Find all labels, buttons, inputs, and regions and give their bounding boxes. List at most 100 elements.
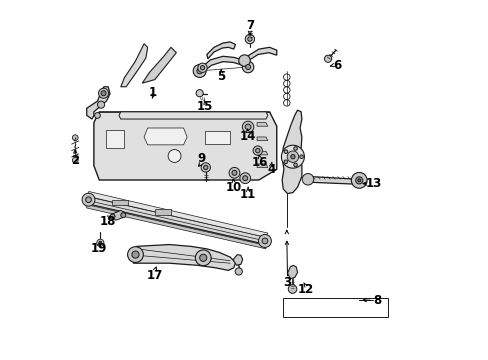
Circle shape <box>258 234 271 247</box>
Circle shape <box>357 179 360 182</box>
Text: 9: 9 <box>197 152 205 165</box>
Polygon shape <box>199 56 247 73</box>
Polygon shape <box>112 200 128 205</box>
Text: 1: 1 <box>149 86 157 99</box>
Circle shape <box>196 90 203 97</box>
Text: 17: 17 <box>146 269 163 282</box>
Circle shape <box>302 174 313 185</box>
Circle shape <box>242 121 253 133</box>
Text: 3: 3 <box>283 276 291 289</box>
Circle shape <box>238 55 250 66</box>
Text: 11: 11 <box>240 188 256 201</box>
Polygon shape <box>111 211 125 220</box>
Text: 10: 10 <box>225 181 242 194</box>
Text: 18: 18 <box>99 215 116 228</box>
Circle shape <box>290 154 294 159</box>
Circle shape <box>201 163 210 172</box>
Text: 15: 15 <box>197 100 213 113</box>
Circle shape <box>247 37 251 41</box>
Circle shape <box>355 177 362 184</box>
Circle shape <box>198 63 207 72</box>
Text: 5: 5 <box>217 69 225 82</box>
Text: 14: 14 <box>240 130 256 144</box>
Polygon shape <box>282 110 301 194</box>
Polygon shape <box>257 137 267 140</box>
Circle shape <box>193 64 206 77</box>
Polygon shape <box>133 244 235 270</box>
Circle shape <box>121 213 125 218</box>
Circle shape <box>99 88 108 98</box>
Circle shape <box>196 68 202 74</box>
Text: 4: 4 <box>267 163 275 176</box>
Circle shape <box>132 251 139 258</box>
Circle shape <box>281 145 304 168</box>
Polygon shape <box>119 112 267 119</box>
Circle shape <box>284 150 287 153</box>
Circle shape <box>242 176 247 181</box>
Circle shape <box>235 268 242 275</box>
Text: 19: 19 <box>91 242 107 255</box>
Polygon shape <box>233 255 242 265</box>
Circle shape <box>228 167 239 178</box>
Circle shape <box>262 238 267 244</box>
Circle shape <box>324 55 331 62</box>
Circle shape <box>97 101 104 108</box>
Circle shape <box>94 113 100 118</box>
Circle shape <box>99 241 102 244</box>
Text: 13: 13 <box>365 177 381 190</box>
Circle shape <box>127 247 143 262</box>
Circle shape <box>253 146 262 155</box>
Polygon shape <box>121 44 147 87</box>
Circle shape <box>287 285 296 293</box>
Circle shape <box>72 157 78 163</box>
Text: 7: 7 <box>245 19 253 32</box>
Polygon shape <box>142 47 176 83</box>
Circle shape <box>199 254 206 261</box>
Circle shape <box>293 147 297 150</box>
Circle shape <box>203 165 207 170</box>
Circle shape <box>200 66 204 70</box>
Circle shape <box>286 151 298 162</box>
Polygon shape <box>94 112 276 180</box>
Circle shape <box>293 163 297 167</box>
Polygon shape <box>306 176 359 184</box>
Circle shape <box>245 35 254 43</box>
Circle shape <box>110 214 115 219</box>
Circle shape <box>97 239 104 246</box>
Circle shape <box>255 148 260 153</box>
Circle shape <box>101 91 106 96</box>
Text: 12: 12 <box>297 283 313 296</box>
Polygon shape <box>85 196 267 244</box>
Polygon shape <box>244 47 276 63</box>
Circle shape <box>82 193 95 206</box>
Polygon shape <box>206 42 235 59</box>
Circle shape <box>242 61 253 73</box>
Polygon shape <box>86 87 110 119</box>
Polygon shape <box>257 164 267 167</box>
Circle shape <box>72 135 78 140</box>
Polygon shape <box>85 203 265 249</box>
Text: 8: 8 <box>372 294 381 307</box>
Circle shape <box>168 149 181 162</box>
Text: 2: 2 <box>71 154 79 167</box>
Circle shape <box>239 173 250 184</box>
Polygon shape <box>287 265 297 279</box>
Circle shape <box>284 160 287 163</box>
Circle shape <box>244 35 254 44</box>
Circle shape <box>231 170 237 175</box>
Text: 16: 16 <box>251 156 267 169</box>
Polygon shape <box>257 151 267 155</box>
Circle shape <box>299 155 303 158</box>
Text: 6: 6 <box>333 59 341 72</box>
Circle shape <box>245 64 250 69</box>
Polygon shape <box>204 131 230 144</box>
Polygon shape <box>155 210 171 215</box>
Polygon shape <box>86 192 267 237</box>
Polygon shape <box>106 130 124 148</box>
Circle shape <box>351 172 366 188</box>
Polygon shape <box>144 128 187 145</box>
Circle shape <box>195 250 211 266</box>
Circle shape <box>85 197 91 203</box>
Circle shape <box>244 124 250 130</box>
Polygon shape <box>257 123 267 126</box>
